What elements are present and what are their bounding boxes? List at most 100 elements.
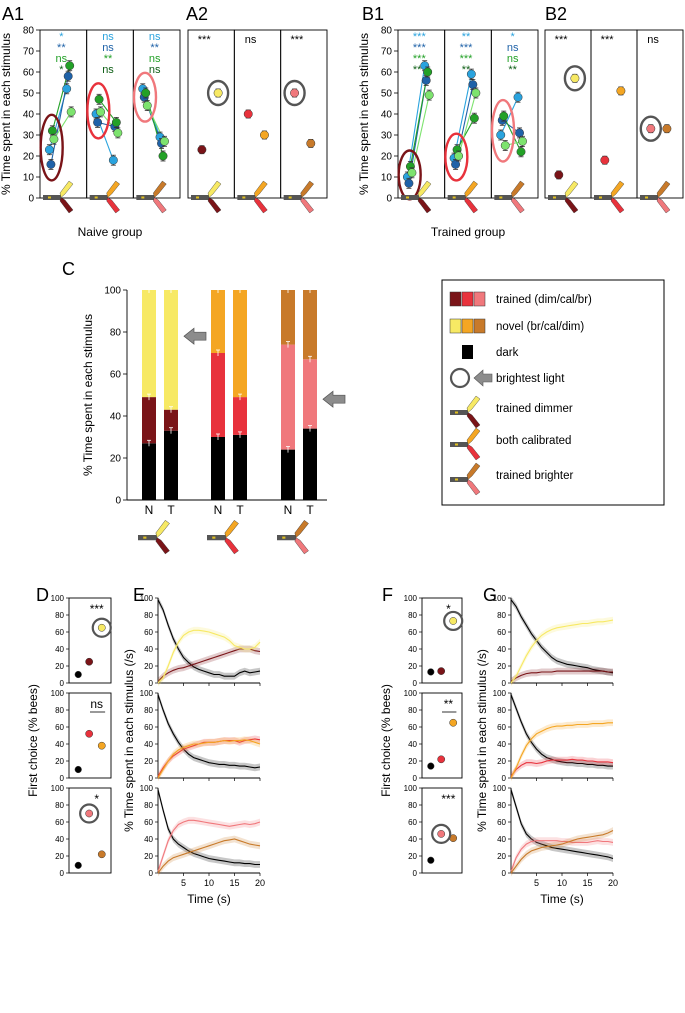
stimulus-icon	[89, 180, 120, 214]
stimulus-icon	[207, 520, 239, 555]
y-tick-label: 60	[497, 818, 506, 827]
legend-icon	[450, 462, 481, 496]
a1-sig-label: ns	[102, 31, 114, 43]
dark-point	[427, 856, 435, 864]
series-line-dark	[510, 599, 614, 674]
icon-trained-arm	[417, 197, 432, 214]
data-point	[646, 124, 656, 134]
series-line-dark	[157, 599, 261, 677]
data-point	[213, 88, 223, 98]
y-tick-label: 40	[55, 835, 64, 844]
icon-dot	[406, 196, 409, 199]
series-band	[511, 596, 613, 677]
panel-label-E: E	[133, 585, 145, 605]
y-tick-label: 60	[55, 723, 64, 732]
data-point	[260, 130, 269, 140]
dark-point	[427, 668, 435, 676]
brightest-circle	[443, 610, 464, 632]
novel-point	[97, 741, 106, 750]
a1-sig-label: *	[59, 31, 64, 43]
icon-trained-arm	[153, 197, 167, 214]
highlight-ellipse	[444, 132, 469, 182]
y-tick-label: 60	[408, 723, 417, 732]
series-line-dark	[157, 789, 260, 866]
y-tick-label: 40	[408, 645, 417, 654]
a2-subplot-frame	[187, 29, 235, 199]
a1-sig-label: ns	[149, 64, 161, 76]
y-tick-label: 60	[408, 628, 417, 637]
y-tick-label: 80	[497, 611, 506, 620]
y-tick-label: 100	[140, 594, 154, 603]
x-tick-label: 10	[557, 878, 567, 888]
brightest-circle	[91, 617, 112, 638]
b1-group-title: Trained group	[431, 225, 506, 239]
y-tick-label: 80	[55, 611, 64, 620]
y-tick-label: 40	[144, 645, 153, 654]
y-tick-label: 40	[408, 740, 417, 749]
e-xlabel: Time (s)	[187, 892, 231, 906]
b1-y-tick-label: 0	[386, 194, 392, 205]
icon-novel-arm	[610, 180, 625, 198]
y-tick-label: 100	[51, 689, 65, 698]
data-point	[47, 126, 57, 136]
b1-y-tick-label: 20	[381, 152, 393, 163]
series-line	[500, 96, 519, 136]
a1-y-tick-label: 20	[23, 152, 35, 163]
f-sig-label: ***	[441, 792, 455, 806]
c-y-tick-label: 40	[110, 412, 122, 423]
a1-y-tick-label: 0	[28, 194, 34, 205]
d-sig-label: ns	[90, 697, 103, 711]
b1-y-tick-label: 80	[381, 26, 393, 37]
a1-y-tick-label: 80	[23, 26, 35, 37]
series-line	[456, 117, 475, 150]
highlight-ellipse	[86, 82, 111, 140]
y-tick-label: 40	[144, 740, 153, 749]
c-y-tick-label: 100	[104, 286, 121, 297]
icon-trained-arm	[106, 197, 120, 214]
series-band	[158, 816, 260, 875]
series-line-dark	[510, 789, 614, 860]
c-sig-annotation: *	[172, 340, 184, 345]
x-tick-label: 20	[608, 878, 618, 888]
stimulus-icon	[277, 520, 309, 555]
icon-novel-arm	[224, 520, 239, 539]
brightest-arrow	[183, 327, 207, 345]
icon-box	[89, 195, 108, 200]
icon-novel-arm	[155, 520, 170, 539]
icon-dot	[645, 196, 648, 199]
icon-box	[43, 195, 61, 200]
bar-label: T	[236, 503, 244, 517]
dark-point	[74, 861, 82, 869]
legend-swatch	[449, 318, 462, 334]
x-tick-label: 5	[181, 878, 186, 888]
b1-sig-label: ***	[413, 31, 427, 43]
series-band	[511, 786, 613, 862]
icon-novel-arm	[466, 462, 481, 480]
panel-label-G: G	[483, 585, 497, 605]
data-point	[471, 88, 481, 98]
data-point	[94, 94, 104, 104]
legend-box	[441, 279, 665, 506]
y-tick-label: 100	[493, 784, 507, 793]
stimulus-icon	[283, 180, 314, 214]
data-point	[65, 61, 75, 71]
y-tick-label: 20	[55, 852, 64, 861]
legend-icon	[450, 427, 481, 461]
y-tick-label: 0	[502, 679, 507, 688]
data-point	[500, 141, 510, 150]
y-tick-label: 60	[144, 628, 153, 637]
icon-box	[401, 195, 419, 200]
y-tick-label: 100	[404, 784, 418, 793]
legend-label: novel (br/cal/dim)	[496, 321, 584, 333]
y-tick-label: 80	[408, 611, 417, 620]
series-line-novel	[157, 739, 261, 779]
y-tick-label: 40	[497, 645, 506, 654]
a2-sig-label: ns	[245, 34, 257, 46]
icon-novel-arm	[564, 180, 579, 198]
series-line-trained	[510, 670, 613, 682]
y-tick-label: 100	[493, 594, 507, 603]
series-band	[511, 667, 613, 685]
series-line-novel	[157, 629, 261, 684]
icon-dot	[455, 411, 458, 414]
data-point	[516, 147, 526, 157]
